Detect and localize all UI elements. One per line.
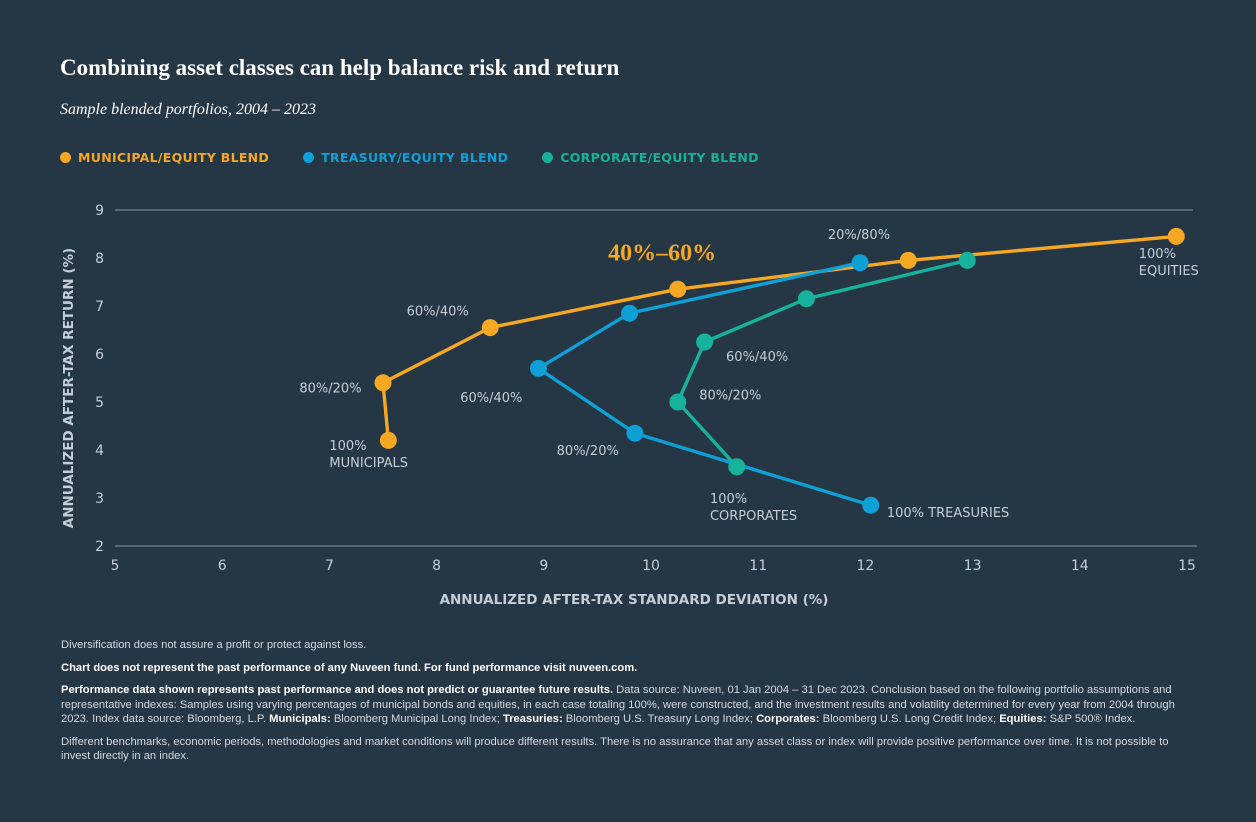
- data-point: [669, 280, 687, 298]
- y-tick-label: 4: [95, 443, 104, 459]
- x-tick-label: 13: [964, 558, 982, 574]
- footnote-disclaimer: Different benchmarks, economic periods, …: [61, 735, 1169, 763]
- annotation-label-line2: CORPORATES: [710, 509, 797, 524]
- data-point: [626, 424, 644, 442]
- x-tick-label: 6: [218, 558, 227, 574]
- legend-dot-treasury: [303, 152, 315, 163]
- legend-item-municipal: MUNICIPAL/EQUITY BLEND: [60, 150, 269, 165]
- series-line-0: [381, 234, 1177, 441]
- annotation-label: 60%/40%: [726, 350, 788, 365]
- x-tick-label: 10: [642, 558, 660, 574]
- x-axis-title: ANNUALIZED AFTER-TAX STANDARD DEVIATION …: [440, 592, 829, 608]
- legend-label-treasury: TREASURY/EQUITY BLEND: [321, 150, 509, 165]
- series-line-1: [536, 261, 872, 507]
- chart-title: Combining asset classes can help balance…: [60, 55, 620, 80]
- data-point: [728, 458, 746, 476]
- data-point: [481, 319, 499, 337]
- annotation-label: 80%/20%: [299, 381, 361, 396]
- footnote-corp-text: Bloomberg U.S. Long Credit Index;: [822, 713, 997, 725]
- footnote-data-source: Performance data shown represents past p…: [61, 683, 1196, 727]
- annotation-label-line2: MUNICIPALS: [329, 456, 408, 471]
- data-point: [529, 359, 547, 377]
- annotation-highlight: 40%–60%: [608, 240, 716, 266]
- legend-item-treasury: TREASURY/EQUITY BLEND: [303, 150, 508, 165]
- data-point: [696, 333, 714, 351]
- data-point: [958, 251, 976, 269]
- legend-item-corporate: CORPORATE/EQUITY BLEND: [542, 150, 759, 165]
- y-tick-label: 8: [95, 251, 104, 267]
- footnote-treas-text: Bloomberg U.S. Treasury Long Index;: [565, 713, 753, 725]
- data-point: [1167, 227, 1185, 245]
- footnote-diversification: Diversification does not assure a profit…: [61, 639, 367, 651]
- legend-label-municipal: MUNICIPAL/EQUITY BLEND: [78, 150, 270, 165]
- footnotes: Diversification does not assure a profit…: [61, 638, 1196, 772]
- data-point: [797, 290, 815, 308]
- x-tick-label: 9: [539, 558, 548, 574]
- y-tick-label: 6: [95, 347, 104, 363]
- y-tick-label: 9: [95, 203, 104, 219]
- annotation-label: 100%: [710, 492, 747, 507]
- data-point: [669, 393, 687, 411]
- legend-dot-corporate: [542, 152, 554, 163]
- x-tick-label: 15: [1178, 558, 1196, 574]
- footnote-treas-label: Treasuries:: [502, 713, 563, 725]
- legend: MUNICIPAL/EQUITY BLEND TREASURY/EQUITY B…: [60, 150, 759, 165]
- annotation-label: 100%: [1139, 247, 1176, 262]
- x-tick-label: 14: [1071, 558, 1089, 574]
- footnote-past-performance-bold: Chart does not represent the past perfor…: [61, 661, 638, 674]
- data-point: [379, 431, 397, 449]
- annotation-label: 60%/40%: [460, 391, 522, 406]
- footnote-data-source-text: Data source: Nuveen, 01 Jan 2004 – 31 De…: [61, 684, 1175, 725]
- series-line-2: [676, 258, 968, 468]
- legend-label-corporate: CORPORATE/EQUITY BLEND: [560, 150, 759, 165]
- data-point: [899, 251, 917, 269]
- data-point: [851, 254, 869, 272]
- data-point: [621, 304, 639, 322]
- footnote-eq-text: S&P 500® Index.: [1049, 713, 1136, 725]
- y-tick-label: 5: [95, 395, 104, 411]
- annotation-label-line2: EQUITIES: [1139, 264, 1199, 279]
- y-tick-label: 3: [95, 491, 104, 507]
- y-tick-label: 2: [95, 539, 104, 555]
- footnote-muni-text: Bloomberg Municipal Long Index;: [333, 713, 500, 725]
- footnote-data-source-bold: Performance data shown represents past p…: [61, 684, 614, 696]
- chart-subtitle: Sample blended portfolios, 2004 – 2023: [60, 101, 316, 118]
- footnote-muni-label: Municipals:: [269, 713, 331, 725]
- annotation-label: 80%/20%: [699, 389, 761, 404]
- annotation-label: 80%/20%: [557, 444, 619, 459]
- data-point: [374, 374, 392, 392]
- x-tick-label: 11: [749, 558, 767, 574]
- annotation-label: 100%: [329, 439, 366, 454]
- x-tick-label: 8: [432, 558, 441, 574]
- x-tick-label: 12: [856, 558, 874, 574]
- line-chart: 2 3 4 5 6 7 8 9 5 6 7 8 9 10 11 12 13 14 15 ANNUALIZED AFTE…: [61, 203, 1199, 608]
- footnote-past-performance: Chart does not represent the past perfor…: [61, 661, 1196, 676]
- annotation-label: 20%/80%: [828, 228, 890, 243]
- footnote-corp-label: Corporates:: [756, 713, 820, 725]
- annotation-label: 100% TREASURIES: [887, 506, 1009, 521]
- y-axis-title: ANNUALIZED AFTER-TAX RETURN (%): [61, 248, 77, 528]
- footnote-eq-label: Equities:: [999, 713, 1047, 725]
- x-tick-label: 5: [111, 558, 120, 574]
- x-tick-label: 7: [325, 558, 334, 574]
- annotation-label: 60%/40%: [407, 305, 469, 320]
- data-point: [862, 496, 880, 514]
- y-tick-label: 7: [95, 299, 104, 315]
- legend-dot-municipal: [60, 152, 71, 163]
